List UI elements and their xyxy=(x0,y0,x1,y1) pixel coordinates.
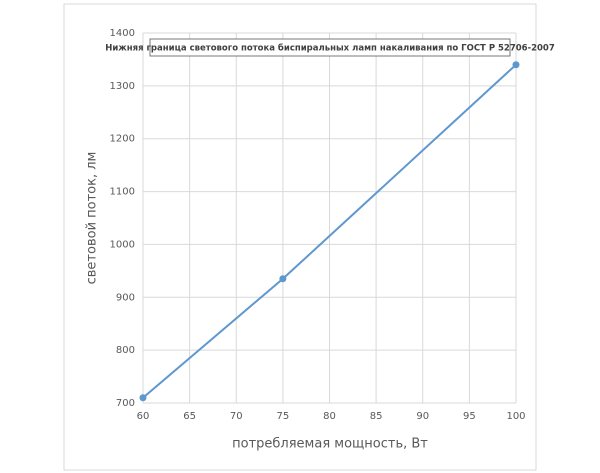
y-tick-label: 800 xyxy=(116,345,135,356)
x-tick-label: 100 xyxy=(506,411,525,422)
x-tick-label: 85 xyxy=(370,411,383,422)
data-point xyxy=(512,61,520,69)
x-tick-label: 80 xyxy=(323,411,336,422)
chart-border xyxy=(63,3,537,471)
y-tick-label: 1100 xyxy=(110,187,135,198)
y-tick-label: 900 xyxy=(116,292,135,303)
y-axis-title: световой поток, лм xyxy=(85,152,100,285)
x-tick-label: 95 xyxy=(463,411,476,422)
x-tick-label: 70 xyxy=(230,411,243,422)
data-point xyxy=(139,394,147,402)
y-tick-label: 700 xyxy=(116,398,135,409)
y-tick-label: 1400 xyxy=(110,28,135,39)
x-tick-label: 90 xyxy=(416,411,429,422)
y-tick-label: 1200 xyxy=(110,134,135,145)
x-axis-title: потребляемая мощность, Вт xyxy=(232,437,428,452)
x-tick-label: 65 xyxy=(183,411,196,422)
chart-title: Нижняя граница светового потока биспирал… xyxy=(105,43,555,54)
data-point xyxy=(279,275,287,283)
x-tick-label: 75 xyxy=(277,411,290,422)
y-tick-label: 1300 xyxy=(110,81,135,92)
title-box xyxy=(149,38,511,57)
y-tick-label: 1000 xyxy=(110,239,135,250)
x-tick-label: 60 xyxy=(137,411,150,422)
